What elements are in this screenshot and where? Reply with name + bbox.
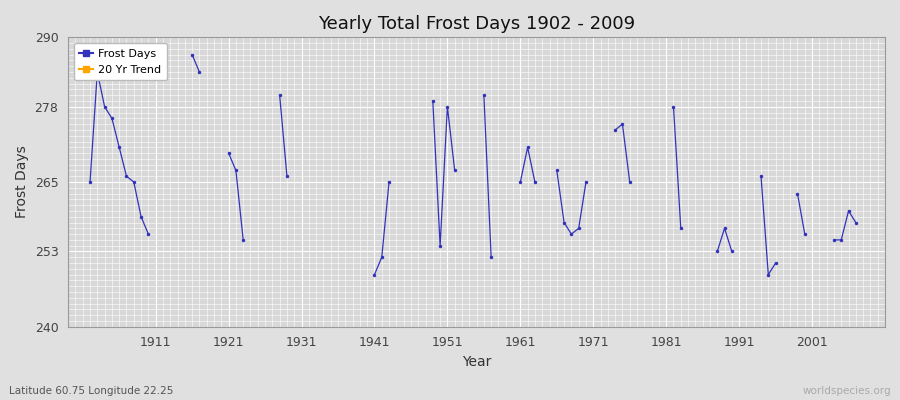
Legend: Frost Days, 20 Yr Trend: Frost Days, 20 Yr Trend [74, 43, 166, 80]
Text: Latitude 60.75 Longitude 22.25: Latitude 60.75 Longitude 22.25 [9, 386, 174, 396]
Title: Yearly Total Frost Days 1902 - 2009: Yearly Total Frost Days 1902 - 2009 [318, 15, 635, 33]
X-axis label: Year: Year [462, 355, 491, 369]
Y-axis label: Frost Days: Frost Days [15, 146, 29, 218]
Text: worldspecies.org: worldspecies.org [803, 386, 891, 396]
